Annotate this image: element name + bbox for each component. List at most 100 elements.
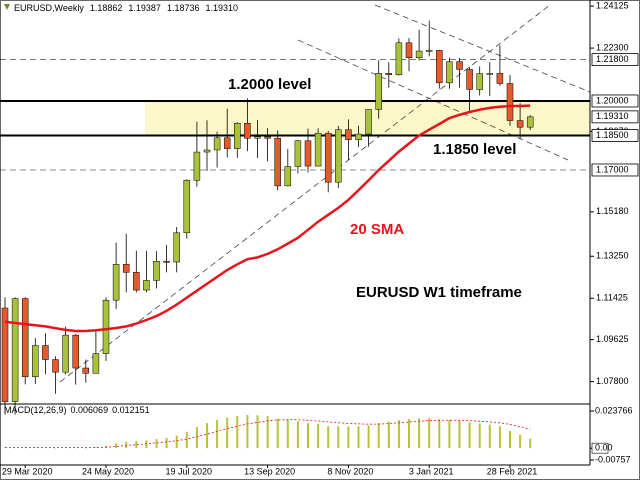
header-ohlc: 1.18862 <box>90 3 123 13</box>
candle-body <box>506 83 514 121</box>
macd-bar <box>135 441 138 449</box>
annotation: 1.1850 level <box>433 141 516 158</box>
candle-body <box>82 367 90 374</box>
y-tick-label: 1.07800 <box>596 376 629 386</box>
y-tick-label: 0.023766 <box>595 405 633 415</box>
candle-body <box>446 61 453 84</box>
level-label-box <box>591 94 639 108</box>
header-ohlc: 1.19310 <box>206 3 239 13</box>
candle-body <box>143 280 150 291</box>
x-tick-label: 19 Jul 2020 <box>166 466 213 476</box>
candle-body <box>496 73 504 84</box>
macd-bar <box>125 441 128 449</box>
macd-bar <box>195 427 198 449</box>
macd-bar <box>115 443 118 449</box>
macd-bar <box>266 416 269 449</box>
macd-bar <box>74 447 77 449</box>
macd-bar <box>478 423 481 449</box>
macd-bar <box>418 418 421 449</box>
symbol-icon <box>4 4 10 10</box>
macd-bar <box>327 426 330 449</box>
x-tick-label: 28 Feb 2021 <box>487 466 538 476</box>
macd-bar <box>307 423 309 449</box>
macd-bar <box>145 440 148 449</box>
candle-body <box>21 298 29 378</box>
candle-body <box>254 136 261 139</box>
level-label: 1.20000 <box>596 95 629 105</box>
candle-body <box>335 129 342 183</box>
candle-body <box>42 345 49 360</box>
candle-body <box>314 132 322 167</box>
candle-body <box>193 151 201 181</box>
macd-bar <box>34 447 37 449</box>
candle-body <box>324 132 332 183</box>
macd-bar <box>498 426 501 449</box>
macd-bar <box>509 430 511 449</box>
trend-line <box>59 4 551 383</box>
macd-bar <box>54 447 57 449</box>
macd-bar <box>448 419 451 449</box>
macd-header: MACD(12,26,9) 0.006069 0.012151 <box>4 405 150 415</box>
candle-body <box>72 334 79 369</box>
candle-body <box>436 50 443 84</box>
macd-bar <box>256 415 259 449</box>
candle-body <box>173 232 180 263</box>
candle-body <box>183 180 191 234</box>
level-label: 1.19310 <box>596 111 629 121</box>
macd-bar <box>357 426 360 449</box>
signal-line <box>5 419 531 448</box>
macd-bar <box>84 447 87 449</box>
level-label-box <box>591 129 639 142</box>
macd-bar <box>276 418 279 449</box>
macd-bar <box>185 431 188 449</box>
macd-bar <box>236 416 239 449</box>
macd-value: 0.006069 <box>71 405 109 415</box>
x-tick-label: 29 Mar 2020 <box>2 466 53 476</box>
candle-body <box>304 140 312 167</box>
candle-body <box>456 61 463 70</box>
candle-body <box>516 120 524 128</box>
candle-body <box>466 69 473 90</box>
macd-bar <box>438 419 441 449</box>
macd-bar <box>397 420 400 449</box>
candle-body <box>234 123 241 149</box>
macd-bar <box>428 418 431 449</box>
candle-body <box>223 137 231 149</box>
macd-bar <box>296 421 299 449</box>
candle-body <box>62 334 69 373</box>
y-tick-label: 1.09625 <box>596 334 629 344</box>
macd-bar <box>529 438 532 449</box>
macd-bar <box>155 439 158 449</box>
macd-bar <box>44 447 47 449</box>
macd-bar <box>367 425 370 449</box>
y-tick-label: 1.24125 <box>596 0 629 10</box>
level-label: 1.18500 <box>596 130 629 140</box>
macd-title: MACD(12,26,9) <box>4 405 67 415</box>
y-tick-label: 1.22300 <box>596 42 629 52</box>
candle-body <box>112 264 120 301</box>
macd-bar <box>165 437 168 449</box>
annotation: 1.2000 level <box>228 76 311 93</box>
y-tick-box <box>591 442 609 454</box>
macd-bar <box>246 415 249 449</box>
candle-body <box>133 272 140 291</box>
candle-body <box>405 42 413 58</box>
candle-body <box>122 264 130 273</box>
y-tick-label: -0.00757 <box>595 454 631 464</box>
candle-body <box>476 73 483 90</box>
candle-body <box>274 137 281 187</box>
header-symbol: EURUSD,Weekly <box>14 3 84 13</box>
trend-line <box>374 4 591 93</box>
header-ohlc: 1.19387 <box>128 3 161 13</box>
annotation: 20 SMA <box>350 221 404 238</box>
main-layer <box>0 20 590 415</box>
candle-body <box>375 73 382 110</box>
candle-body <box>345 129 352 140</box>
candle-body <box>11 298 19 402</box>
macd-bar <box>458 420 461 449</box>
macd-bar <box>206 423 208 449</box>
candle-body <box>264 136 271 139</box>
sma-line <box>4 104 531 333</box>
candle-body <box>203 149 211 153</box>
level-label-box <box>591 53 639 66</box>
